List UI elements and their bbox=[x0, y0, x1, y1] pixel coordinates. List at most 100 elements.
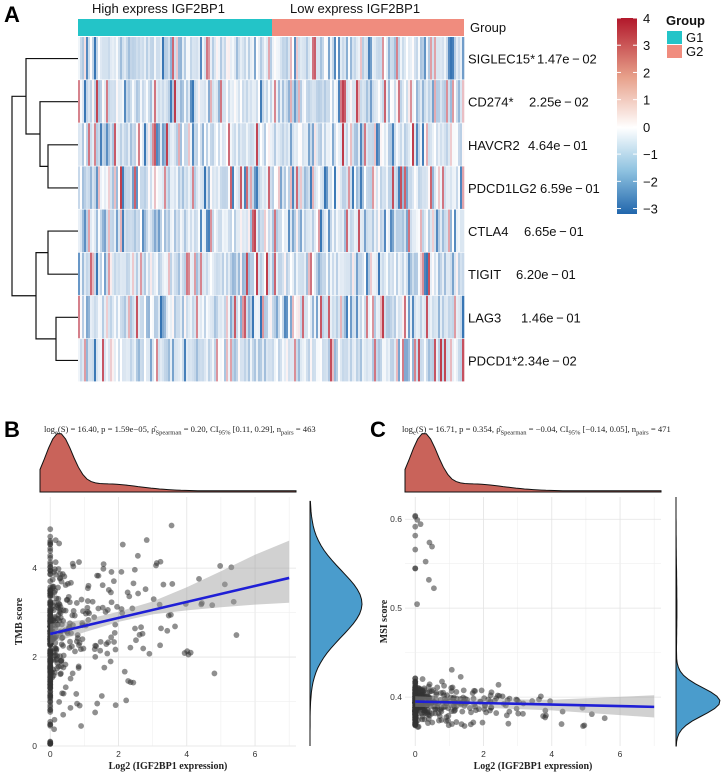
heatmap-cell bbox=[400, 166, 403, 209]
heatmap-cell bbox=[130, 80, 133, 123]
heatmap-cell bbox=[184, 209, 187, 253]
heatmap-cell bbox=[436, 166, 439, 209]
heatmap-cell bbox=[436, 123, 439, 166]
heatmap-cell bbox=[100, 209, 103, 253]
heatmap-cell bbox=[116, 37, 119, 80]
heatmap-cell bbox=[144, 37, 147, 80]
heatmap-cell bbox=[172, 80, 175, 123]
heatmap-cell bbox=[350, 209, 353, 253]
heatmap-cell bbox=[88, 338, 91, 382]
heatmap-cell bbox=[246, 123, 249, 166]
heatmap-cell bbox=[224, 166, 227, 209]
heatmap-cell bbox=[330, 123, 333, 166]
heatmap-cell bbox=[402, 123, 405, 166]
heatmap-cell bbox=[122, 295, 125, 339]
heatmap-cell bbox=[96, 295, 99, 339]
heatmap-cell bbox=[390, 80, 393, 123]
scatter-point bbox=[425, 683, 432, 690]
heatmap-cell bbox=[176, 338, 179, 382]
row-pvalue-label: 6.65e − 01 bbox=[524, 224, 584, 239]
heatmap-cell bbox=[116, 252, 119, 296]
heatmap-cell bbox=[436, 80, 439, 123]
dendrogram-branch bbox=[55, 316, 78, 362]
heatmap-cell bbox=[278, 123, 281, 166]
heatmap-cell bbox=[426, 37, 429, 80]
heatmap-cell bbox=[356, 295, 359, 339]
heatmap-cell bbox=[204, 209, 207, 253]
x-tick-label: 4 bbox=[184, 749, 189, 759]
heatmap-cell bbox=[226, 338, 229, 382]
scatter-point bbox=[112, 646, 119, 653]
legend-title: Group bbox=[666, 13, 705, 28]
heatmap-cell bbox=[142, 252, 145, 296]
heatmap-cell bbox=[368, 166, 371, 209]
heatmap-cell bbox=[118, 123, 121, 166]
heatmap-cell bbox=[220, 252, 223, 296]
heatmap-cell bbox=[390, 166, 393, 209]
heatmap-cell bbox=[234, 123, 237, 166]
scatter-point bbox=[60, 664, 67, 671]
heatmap-cell bbox=[130, 252, 133, 296]
heatmap-cell bbox=[100, 123, 103, 166]
heatmap-cell bbox=[154, 37, 157, 80]
x-axis-title: Log2 (IGF2BP1 expression) bbox=[109, 761, 228, 772]
heatmap-cell bbox=[366, 252, 369, 296]
heatmap-cell bbox=[92, 209, 95, 253]
heatmap-cell bbox=[306, 295, 309, 339]
heatmap-cell bbox=[112, 338, 115, 382]
heatmap-cell bbox=[212, 338, 215, 382]
heatmap-cell bbox=[206, 338, 209, 382]
heatmap-cell bbox=[246, 252, 249, 296]
heatmap-cell bbox=[292, 80, 295, 123]
heatmap-cell bbox=[142, 209, 145, 253]
heatmap-cell bbox=[198, 37, 201, 80]
heatmap-cell bbox=[378, 37, 381, 80]
scatter-point bbox=[453, 719, 460, 725]
scatter-point bbox=[158, 625, 164, 632]
scatter-point bbox=[469, 690, 476, 696]
x-tick-label: 2 bbox=[481, 749, 486, 759]
heatmap-cell bbox=[352, 209, 355, 253]
stats-annotation: loge(S) = 16.40, p = 1.59e−05, ρ̂Spearma… bbox=[44, 424, 316, 437]
heatmap-cell bbox=[172, 338, 175, 382]
heatmap-cell bbox=[292, 37, 295, 80]
scatter-point bbox=[513, 705, 520, 712]
heatmap-cell bbox=[122, 338, 125, 382]
heatmap-cell bbox=[422, 295, 425, 339]
heatmap-cell bbox=[364, 123, 367, 166]
heatmap-cell bbox=[334, 252, 337, 296]
heatmap-cell bbox=[204, 252, 207, 296]
heatmap-cell bbox=[156, 123, 159, 166]
heatmap-cell bbox=[318, 209, 321, 253]
scatter-point bbox=[431, 585, 437, 592]
heatmap-cell bbox=[276, 295, 279, 339]
heatmap-cell bbox=[232, 166, 235, 209]
heatmap-cell bbox=[130, 37, 133, 80]
scatter-point bbox=[134, 552, 141, 559]
group-bar-low bbox=[272, 19, 464, 36]
scatter-point bbox=[92, 642, 99, 649]
heatmap-cell bbox=[262, 123, 265, 166]
heatmap-cell bbox=[148, 209, 151, 253]
heatmap-cell bbox=[436, 209, 439, 253]
heatmap-cell bbox=[294, 252, 297, 296]
heatmap-cell bbox=[386, 123, 389, 166]
row-pvalue-label: 1.47e − 02 bbox=[537, 52, 597, 67]
heatmap-cell bbox=[344, 295, 347, 339]
scatter-point bbox=[64, 630, 71, 637]
heatmap-cell bbox=[186, 37, 189, 80]
heatmap-cell bbox=[302, 80, 305, 123]
heatmap-cell bbox=[86, 209, 89, 253]
heatmap-cell bbox=[260, 209, 263, 253]
heatmap-cell bbox=[426, 123, 429, 166]
heatmap-cell bbox=[270, 166, 273, 209]
heatmap-cell bbox=[326, 295, 329, 339]
scatter-point bbox=[467, 721, 474, 728]
heatmap-cell bbox=[240, 123, 243, 166]
heatmap-cell bbox=[322, 80, 325, 123]
heatmap-cell bbox=[162, 209, 165, 253]
scatter-point bbox=[114, 603, 120, 610]
heatmap-cell bbox=[406, 209, 409, 253]
heatmap-cell bbox=[196, 37, 199, 80]
heatmap-cell bbox=[104, 166, 107, 209]
